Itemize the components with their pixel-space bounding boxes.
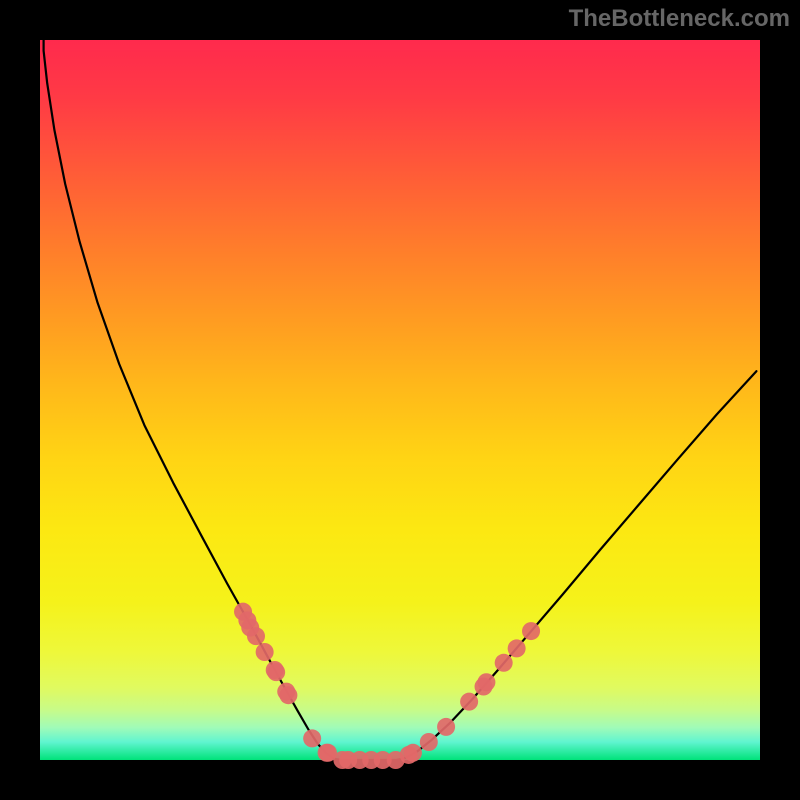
data-point <box>267 663 285 681</box>
data-point <box>522 622 540 640</box>
chart-svg: TheBottleneck.com <box>0 0 800 800</box>
data-point <box>460 693 478 711</box>
data-point <box>256 643 274 661</box>
data-point <box>437 718 455 736</box>
data-point <box>495 654 513 672</box>
data-point <box>508 639 526 657</box>
data-point <box>404 744 422 762</box>
data-point <box>420 733 438 751</box>
attribution-text: TheBottleneck.com <box>569 5 790 32</box>
chart-root: TheBottleneck.com <box>0 0 800 800</box>
data-point <box>303 729 321 747</box>
data-point <box>247 627 265 645</box>
data-point <box>477 673 495 691</box>
data-point <box>279 686 297 704</box>
plot-area <box>40 40 760 760</box>
